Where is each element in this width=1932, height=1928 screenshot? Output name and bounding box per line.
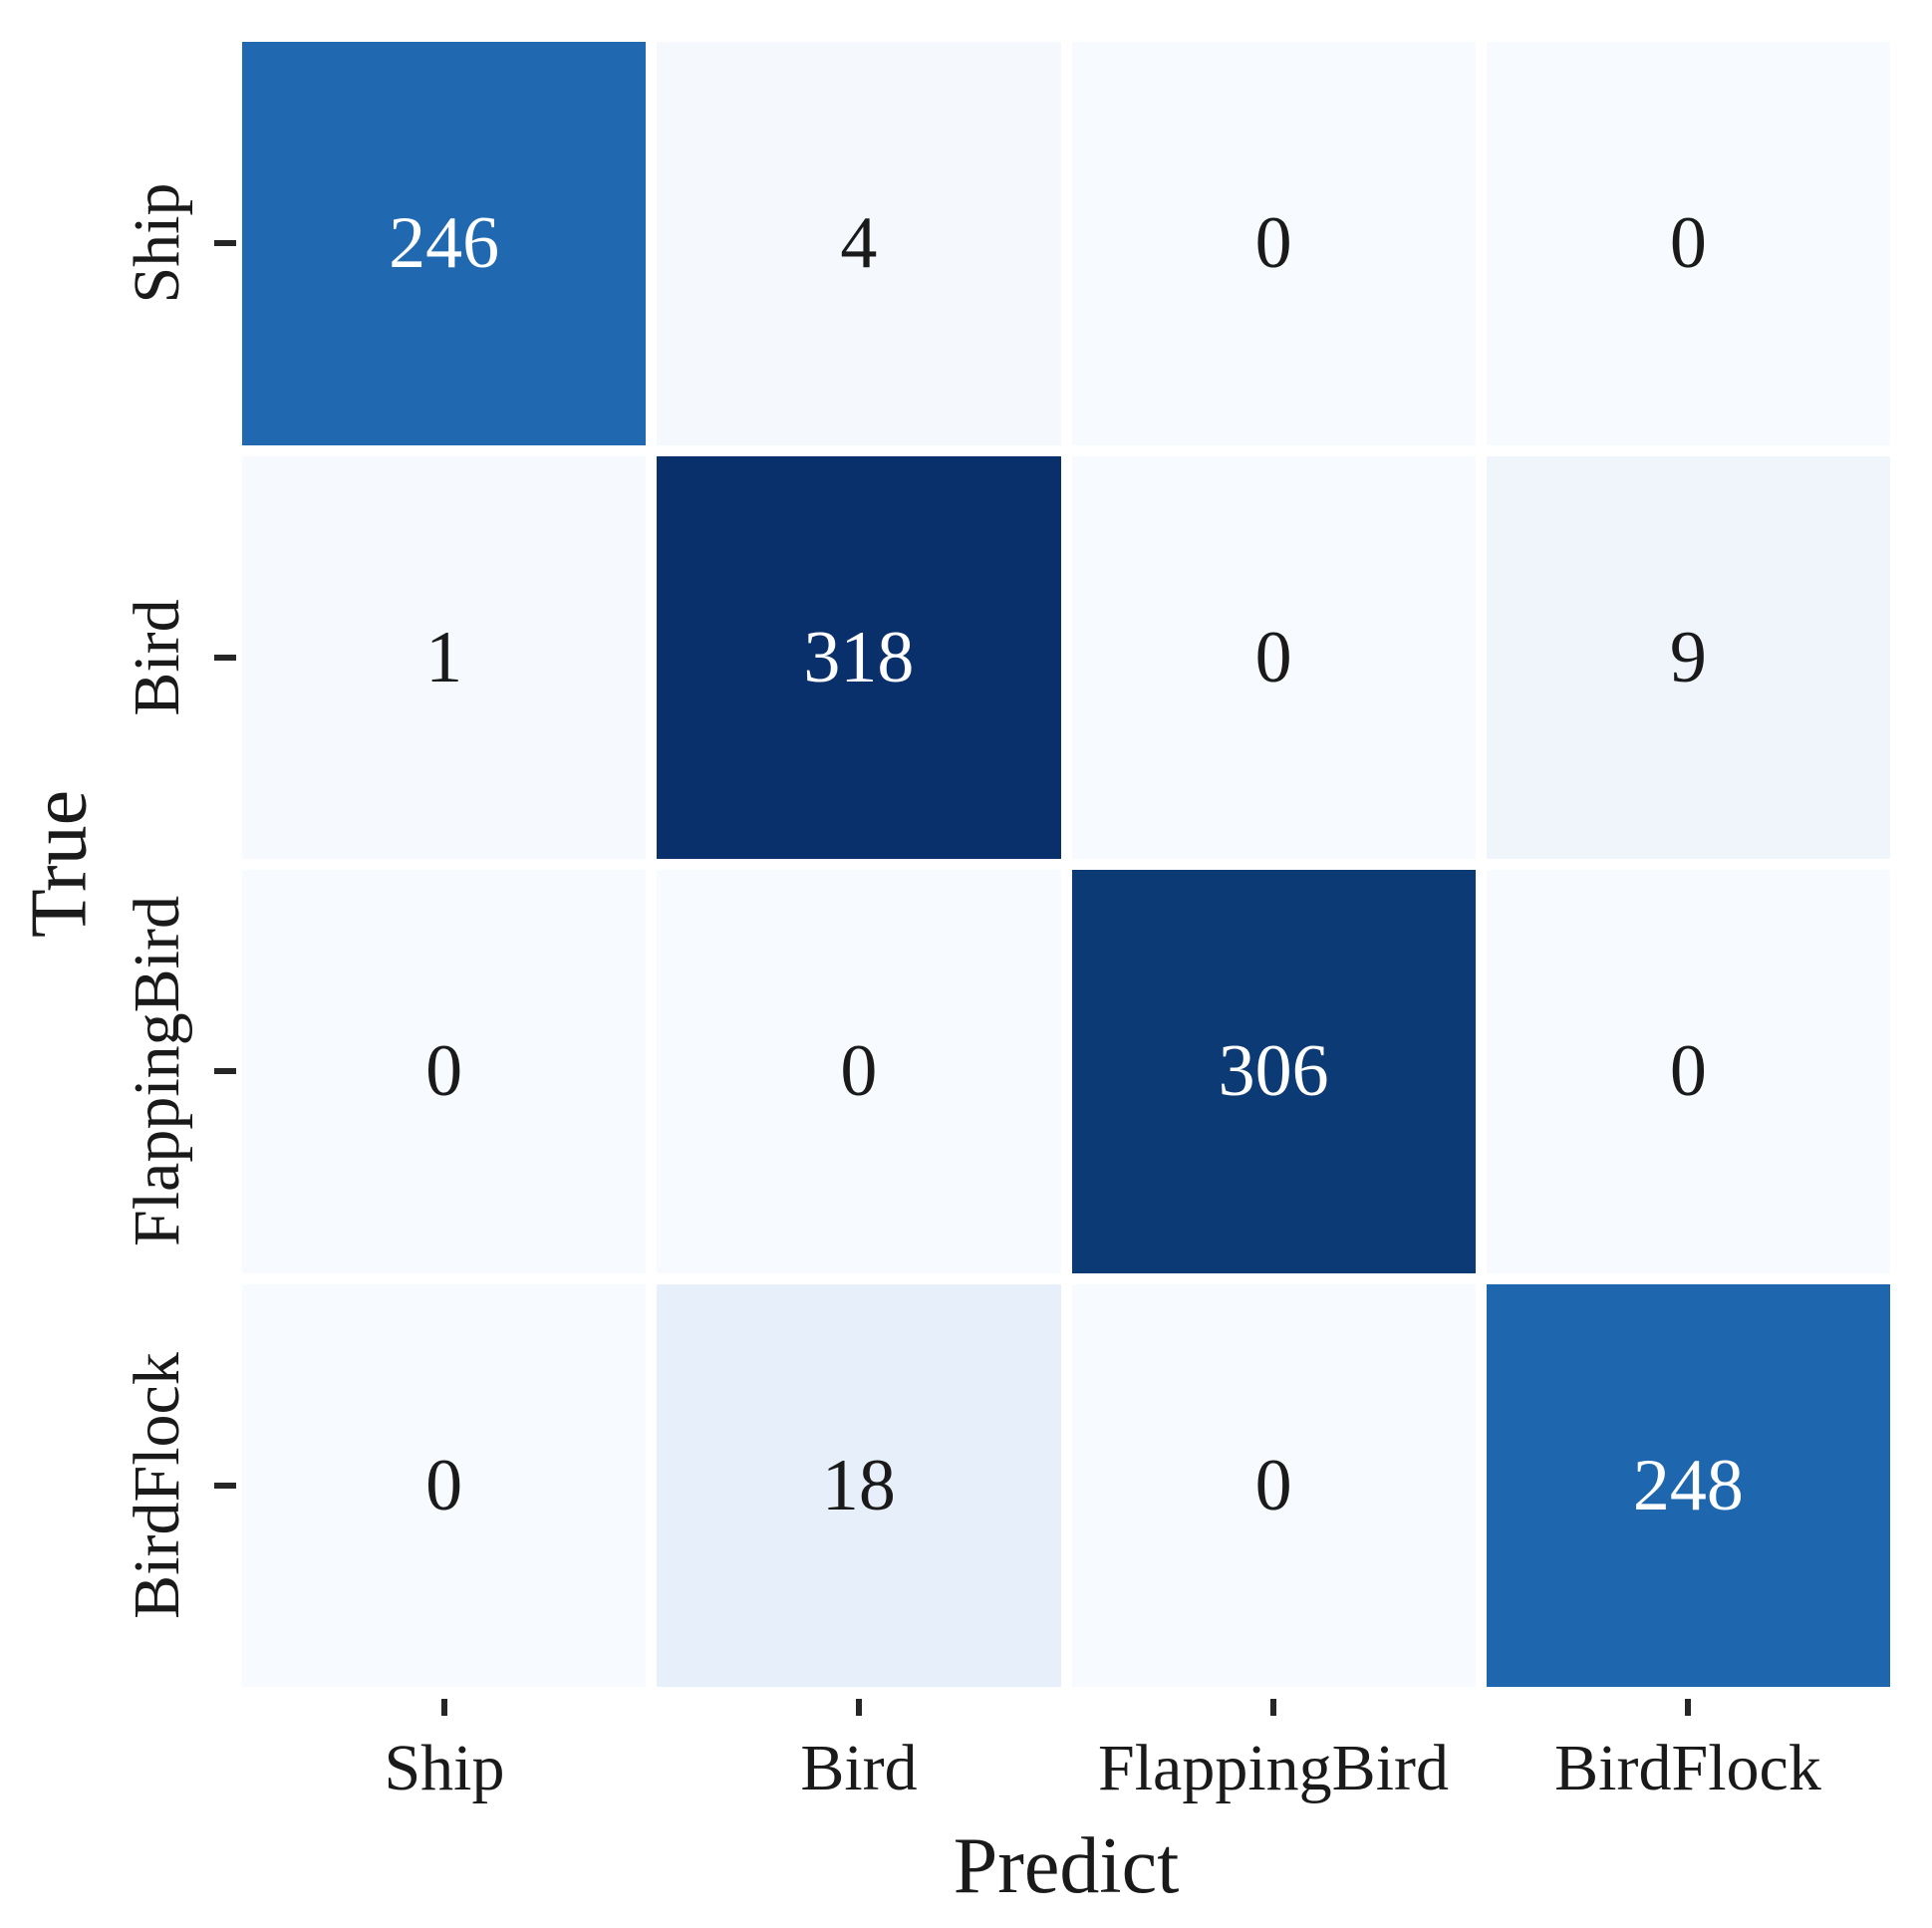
y-tick-mark (214, 240, 236, 246)
y-tick-label-bird: Bird (121, 599, 193, 716)
x-tick-label-ship: Ship (384, 1732, 505, 1804)
x-axis-title: Predict (953, 1822, 1180, 1910)
matrix-cell: 306 (1071, 870, 1476, 1273)
y-tick-label-birdflock: BirdFlock (121, 1352, 193, 1619)
x-tick-mark (1685, 1699, 1691, 1716)
matrix-cell: 0 (242, 1283, 647, 1687)
x-tick-mark (441, 1699, 447, 1716)
x-tick-mark (856, 1699, 862, 1716)
matrix-cell: 0 (1071, 42, 1476, 445)
matrix-cell: 18 (657, 1283, 1061, 1687)
matrix-cell: 0 (1071, 1283, 1476, 1687)
matrix-cell: 4 (657, 42, 1061, 445)
y-tick-mark (214, 655, 236, 661)
matrix-cell: 318 (657, 455, 1061, 859)
x-tick-label-flappingbird: FlappingBird (1097, 1732, 1450, 1804)
heatmap-plot-area: 246 4 0 0 1 318 0 9 0 0 306 0 0 18 0 248 (242, 42, 1890, 1687)
matrix-cell: 0 (657, 870, 1061, 1273)
matrix-cell: 0 (1486, 42, 1890, 445)
x-tick-label-birdflock: BirdFlock (1554, 1732, 1821, 1804)
y-axis-title: True (15, 789, 104, 939)
y-tick-mark (214, 1483, 236, 1489)
x-tick-mark (1270, 1699, 1276, 1716)
matrix-cell: 0 (1071, 455, 1476, 859)
matrix-cell: 0 (1486, 870, 1890, 1273)
matrix-cell: 248 (1486, 1283, 1890, 1687)
y-tick-mark (214, 1068, 236, 1074)
y-tick-label-ship: Ship (121, 182, 193, 304)
y-tick-label-flappingbird: FlappingBird (121, 895, 193, 1247)
matrix-cell: 9 (1486, 455, 1890, 859)
matrix-cell: 1 (242, 455, 647, 859)
matrix-cell: 0 (242, 870, 647, 1273)
x-tick-label-bird: Bird (800, 1732, 918, 1804)
matrix-cell: 246 (242, 42, 647, 445)
